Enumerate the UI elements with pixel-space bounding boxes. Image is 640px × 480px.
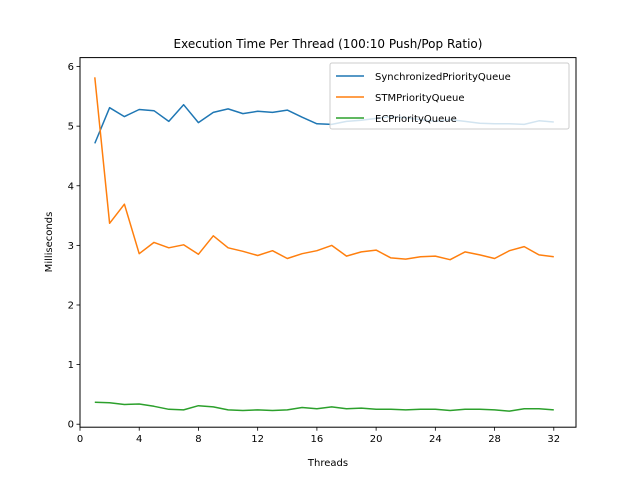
legend-box bbox=[329, 62, 570, 130]
plot-frame bbox=[79, 57, 577, 428]
legend-label-1: STMPriorityQueue bbox=[375, 93, 465, 104]
y-tick-label: 3 bbox=[68, 241, 74, 252]
x-tick-label: 4 bbox=[136, 434, 142, 445]
y-tick-label: 5 bbox=[68, 122, 74, 133]
series-line-1 bbox=[94, 77, 554, 261]
y-tick-label: 2 bbox=[68, 300, 74, 311]
x-tick-label: 32 bbox=[547, 434, 560, 445]
chart-title: Execution Time Per Thread (100:10 Push/P… bbox=[174, 37, 483, 51]
x-tick-label: 20 bbox=[370, 434, 383, 445]
y-tick-label: 0 bbox=[68, 420, 74, 431]
y-axis: 0 1 2 3 4 5 6 bbox=[68, 62, 80, 431]
y-tick-label: 6 bbox=[68, 62, 74, 73]
series-line-2 bbox=[94, 401, 554, 412]
x-tick-label: 0 bbox=[77, 434, 83, 445]
y-axis-label: Milliseconds bbox=[44, 212, 55, 273]
x-tick-label: 12 bbox=[251, 434, 264, 445]
legend-label-0: SynchronizedPriorityQueue bbox=[375, 72, 511, 83]
x-tick-label: 8 bbox=[195, 434, 201, 445]
x-axis: 0 4 8 12 16 20 24 28 32 bbox=[77, 427, 560, 445]
x-tick-label: 28 bbox=[488, 434, 501, 445]
x-tick-label: 16 bbox=[311, 434, 324, 445]
x-tick-label: 24 bbox=[429, 434, 442, 445]
x-axis-label: Threads bbox=[307, 458, 348, 469]
y-tick-label: 4 bbox=[68, 181, 74, 192]
legend: SynchronizedPriorityQueue STMPriorityQueu… bbox=[329, 62, 570, 130]
y-tick-label: 1 bbox=[68, 360, 74, 371]
legend-label-2: ECPriorityQueue bbox=[375, 114, 457, 125]
